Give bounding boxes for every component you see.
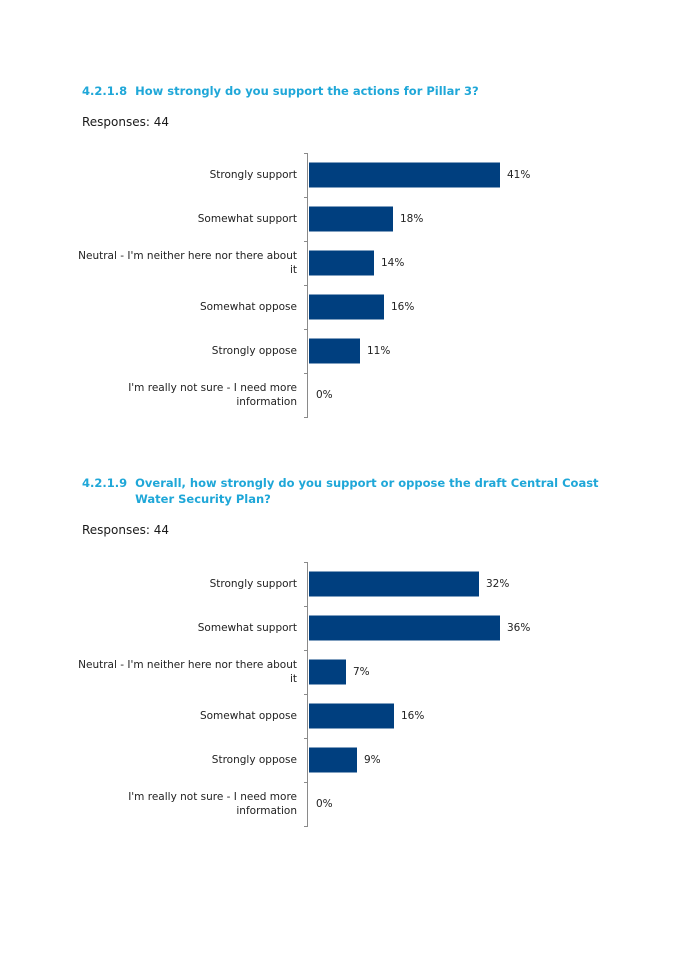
axis-tick: [304, 694, 308, 695]
category-label: Strongly support: [209, 169, 297, 181]
axis-tick: [304, 650, 308, 651]
category-label: Neutral - I'm neither here nor there abo…: [78, 250, 297, 276]
category-label: I'm really not sure - I need more inform…: [128, 382, 297, 408]
data-label: 16%: [391, 301, 415, 313]
category-label: I'm really not sure - I need more inform…: [128, 791, 297, 817]
data-label: 14%: [381, 257, 405, 269]
bar: [309, 571, 479, 597]
question-text: How strongly do you support the actions …: [135, 84, 479, 98]
bar: [309, 206, 393, 232]
question-heading: 4.2.1.9 Overall, how strongly do you sup…: [82, 475, 612, 507]
chart-row: Somewhat support 36%: [0, 606, 675, 650]
axis-tick: [304, 782, 308, 783]
bar-chart-overall-plan: Strongly support 32% Somewhat support 36% Ne…: [0, 562, 675, 827]
axis-tick: [304, 153, 308, 154]
bar: [309, 250, 374, 276]
category-label: Somewhat support: [197, 622, 297, 634]
bar-chart-pillar-3: Strongly support 41% Somewhat support 18% Ne…: [0, 153, 675, 418]
axis-tick: [304, 329, 308, 330]
data-label: 41%: [507, 169, 531, 181]
responses-count: Responses: 44: [82, 523, 170, 537]
chart-row: Somewhat oppose 16%: [0, 694, 675, 738]
bar: [309, 703, 394, 729]
chart-row: Neutral - I'm neither here nor there abo…: [0, 650, 675, 694]
data-label: 32%: [486, 578, 510, 590]
bar: [309, 162, 500, 188]
data-label: 18%: [400, 213, 424, 225]
axis-tick: [304, 373, 308, 374]
chart-row: Somewhat support 18%: [0, 197, 675, 241]
category-label: Somewhat support: [197, 213, 297, 225]
chart-row: Strongly oppose 11%: [0, 329, 675, 373]
chart-row: Strongly oppose 9%: [0, 738, 675, 782]
data-label: 11%: [367, 345, 391, 357]
chart-row: Somewhat oppose 16%: [0, 285, 675, 329]
data-label: 7%: [353, 666, 370, 678]
axis-tick: [304, 285, 308, 286]
bar: [309, 615, 500, 641]
chart-row: Neutral - I'm neither here nor there abo…: [0, 241, 675, 285]
data-label: 0%: [316, 389, 333, 401]
data-label: 0%: [316, 798, 333, 810]
data-label: 9%: [364, 754, 381, 766]
bar: [309, 659, 346, 685]
axis-tick: [304, 562, 308, 563]
chart-row: Strongly support 32%: [0, 562, 675, 606]
axis-tick: [304, 417, 308, 418]
bar: [309, 294, 384, 320]
category-label: Strongly support: [209, 578, 297, 590]
axis-tick: [304, 241, 308, 242]
chart-row: I'm really not sure - I need more inform…: [0, 782, 675, 826]
question-number: 4.2.1.9: [82, 476, 128, 490]
question-text: Overall, how strongly do you support or …: [135, 476, 599, 506]
axis-tick: [304, 826, 308, 827]
category-label: Somewhat oppose: [199, 301, 297, 313]
category-label: Somewhat oppose: [199, 710, 297, 722]
data-label: 16%: [401, 710, 425, 722]
chart-row: Strongly support 41%: [0, 153, 675, 197]
axis-tick: [304, 197, 308, 198]
axis-tick: [304, 738, 308, 739]
category-label: Neutral - I'm neither here nor there abo…: [78, 659, 297, 685]
chart-row: I'm really not sure - I need more inform…: [0, 373, 675, 417]
bar: [309, 338, 360, 364]
bar: [309, 747, 357, 773]
question-heading: 4.2.1.8 How strongly do you support the …: [82, 83, 612, 99]
category-label: Strongly oppose: [211, 345, 297, 357]
data-label: 36%: [507, 622, 531, 634]
question-number: 4.2.1.8: [82, 84, 128, 98]
responses-count: Responses: 44: [82, 115, 170, 129]
axis-tick: [304, 606, 308, 607]
category-label: Strongly oppose: [211, 754, 297, 766]
